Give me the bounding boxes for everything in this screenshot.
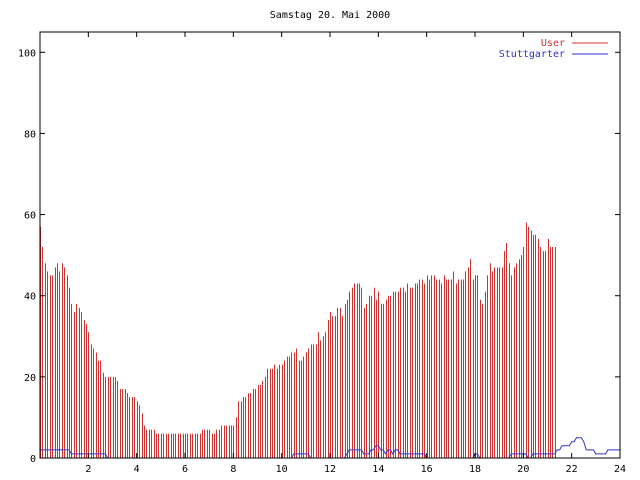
x-tick-label: 22 [566,464,578,475]
x-tick-label: 6 [182,464,188,475]
x-tick-label: 12 [324,464,336,475]
legend: User Stuttgarter [499,38,608,60]
x-tick-label: 4 [134,464,140,475]
x-tick-label: 10 [276,464,288,475]
y-tick-label: 20 [24,373,36,384]
chart-title: Samstag 20. Mai 2000 [270,10,390,21]
y-tick-label: 40 [24,292,36,303]
y-tick-label: 100 [18,48,36,59]
x-tick-label: 18 [469,464,481,475]
legend-label-stuttgarter: Stuttgarter [499,49,565,60]
y-axis: 0 20 40 60 80 100 [18,48,620,465]
x-axis: 2 4 6 8 10 12 14 16 18 20 22 24 [85,32,626,475]
y-tick-label: 80 [24,129,36,140]
legend-label-user: User [541,38,565,49]
y-tick-label: 0 [30,454,36,465]
x-tick-label: 20 [517,464,529,475]
y-tick-label: 60 [24,211,36,222]
x-tick-label: 14 [372,464,384,475]
x-tick-label: 8 [230,464,236,475]
x-tick-label: 16 [421,464,433,475]
x-tick-label: 2 [85,464,91,475]
x-tick-label: 24 [614,464,626,475]
user-bars [40,222,556,458]
